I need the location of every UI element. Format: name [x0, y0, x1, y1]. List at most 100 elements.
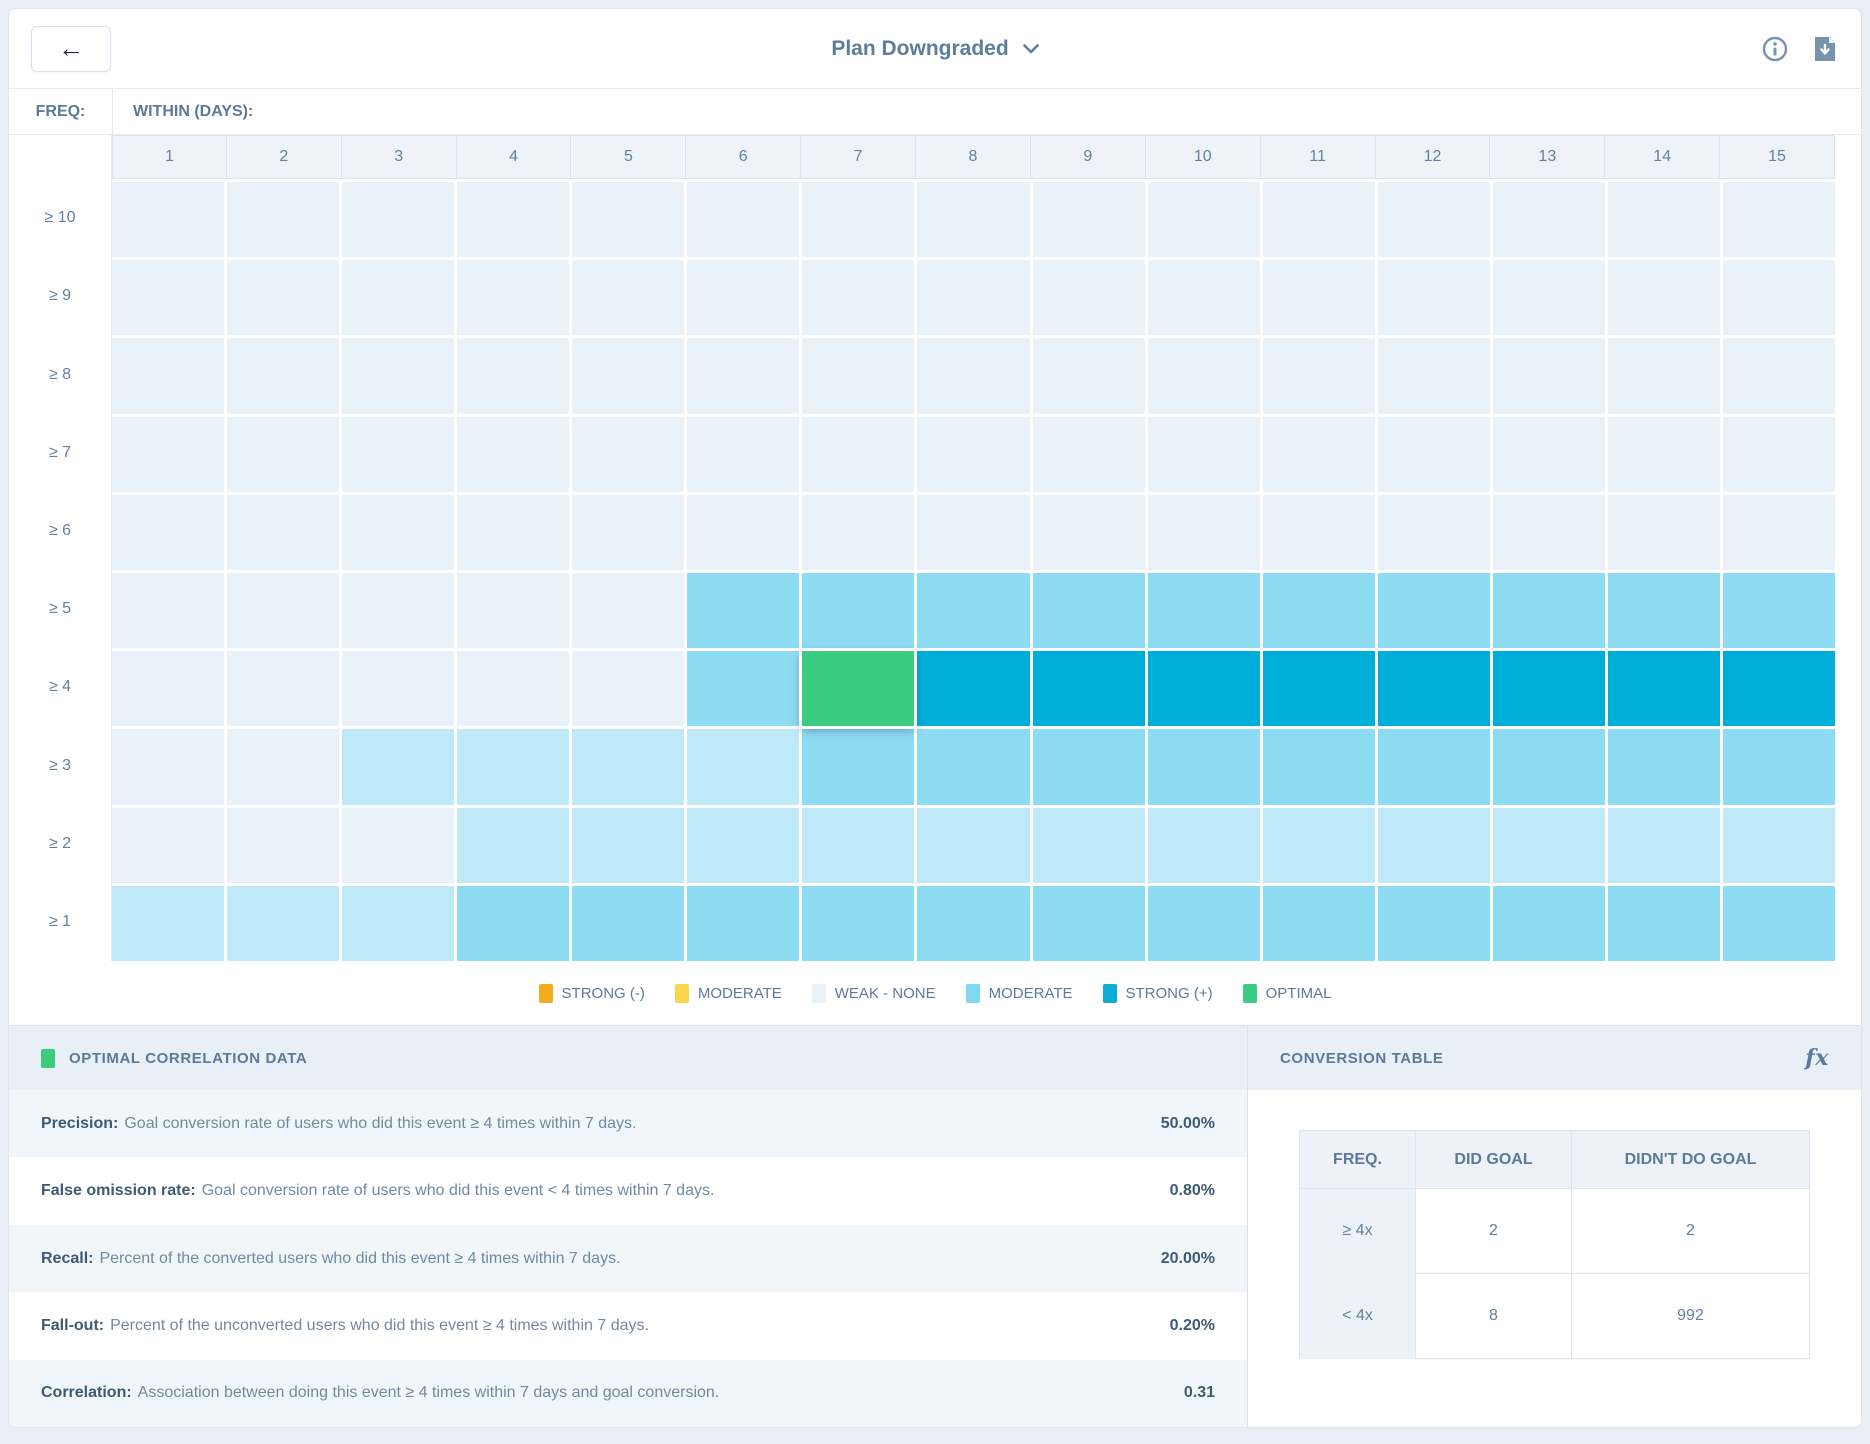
heatmap-cell[interactable] [1492, 807, 1605, 883]
heatmap-cell[interactable] [227, 494, 340, 570]
heatmap-cell[interactable] [227, 260, 340, 336]
heatmap-cell[interactable] [802, 572, 915, 649]
heatmap-cell[interactable] [1377, 494, 1490, 570]
heatmap-cell[interactable] [1377, 651, 1490, 727]
heatmap-cell[interactable] [1032, 729, 1145, 805]
heatmap-cell[interactable] [1262, 651, 1375, 727]
heatmap-cell[interactable] [1607, 182, 1720, 258]
heatmap-cell[interactable] [687, 260, 800, 336]
heatmap-cell[interactable] [227, 729, 340, 805]
heatmap-cell[interactable] [457, 416, 570, 492]
heatmap-cell[interactable] [1147, 729, 1260, 805]
heatmap-cell[interactable] [572, 729, 685, 805]
heatmap-cell[interactable] [1607, 572, 1720, 649]
heatmap-cell[interactable] [1147, 416, 1260, 492]
heatmap-cell[interactable] [112, 338, 225, 414]
heatmap-cell[interactable] [1147, 260, 1260, 336]
heatmap-cell[interactable] [1262, 416, 1375, 492]
heatmap-cell[interactable] [687, 651, 800, 727]
heatmap-cell[interactable] [457, 885, 570, 961]
heatmap-cell[interactable] [1722, 260, 1835, 336]
heatmap-cell[interactable] [1262, 338, 1375, 414]
heatmap-cell[interactable] [342, 572, 455, 649]
heatmap-cell[interactable] [1607, 494, 1720, 570]
heatmap-cell[interactable] [1147, 338, 1260, 414]
heatmap-cell[interactable] [917, 885, 1030, 961]
heatmap-cell[interactable] [1607, 338, 1720, 414]
heatmap-cell[interactable] [572, 416, 685, 492]
heatmap-cell[interactable] [1722, 885, 1835, 961]
heatmap-cell[interactable] [802, 885, 915, 961]
heatmap-cell[interactable] [457, 338, 570, 414]
heatmap-cell[interactable] [112, 182, 225, 258]
heatmap-cell[interactable] [687, 494, 800, 570]
heatmap-cell[interactable] [342, 885, 455, 961]
heatmap-cell[interactable] [457, 182, 570, 258]
heatmap-cell[interactable] [1492, 729, 1605, 805]
heatmap-cell[interactable] [917, 572, 1030, 649]
event-title-dropdown[interactable]: Plan Downgraded [831, 37, 1039, 61]
heatmap-cell[interactable] [802, 182, 915, 258]
heatmap-cell[interactable] [802, 338, 915, 414]
heatmap-cell[interactable] [802, 729, 915, 805]
heatmap-cell[interactable] [342, 807, 455, 883]
heatmap-cell[interactable] [572, 338, 685, 414]
heatmap-cell[interactable] [1262, 572, 1375, 649]
heatmap-cell[interactable] [1377, 182, 1490, 258]
heatmap-cell[interactable] [1032, 572, 1145, 649]
heatmap-cell[interactable] [342, 651, 455, 727]
heatmap-cell[interactable] [1607, 807, 1720, 883]
heatmap-cell[interactable] [1032, 807, 1145, 883]
heatmap-cell[interactable] [227, 338, 340, 414]
heatmap-cell[interactable] [1492, 416, 1605, 492]
heatmap-cell[interactable] [687, 807, 800, 883]
heatmap-cell[interactable] [112, 729, 225, 805]
heatmap-cell[interactable] [1377, 338, 1490, 414]
heatmap-cell[interactable] [1607, 729, 1720, 805]
heatmap-cell[interactable] [342, 182, 455, 258]
heatmap-cell[interactable] [342, 729, 455, 805]
heatmap-cell[interactable] [342, 260, 455, 336]
heatmap-cell[interactable] [1032, 885, 1145, 961]
heatmap-cell[interactable] [802, 260, 915, 336]
heatmap-cell[interactable] [1722, 416, 1835, 492]
heatmap-cell[interactable] [342, 338, 455, 414]
heatmap-cell[interactable] [572, 885, 685, 961]
heatmap-cell[interactable] [112, 807, 225, 883]
heatmap-cell[interactable] [802, 416, 915, 492]
heatmap-cell[interactable] [1377, 260, 1490, 336]
heatmap-cell[interactable] [342, 494, 455, 570]
heatmap-cell[interactable] [1377, 416, 1490, 492]
heatmap-cell[interactable] [1377, 807, 1490, 883]
heatmap-cell[interactable] [1032, 260, 1145, 336]
heatmap-cell[interactable] [1607, 260, 1720, 336]
heatmap-cell[interactable] [572, 572, 685, 649]
heatmap-cell[interactable] [457, 807, 570, 883]
heatmap-cell[interactable] [1262, 885, 1375, 961]
heatmap-cell[interactable] [572, 494, 685, 570]
heatmap-cell[interactable] [917, 494, 1030, 570]
heatmap-cell[interactable] [112, 494, 225, 570]
heatmap-cell[interactable] [457, 572, 570, 649]
heatmap-cell[interactable] [687, 885, 800, 961]
heatmap-cell[interactable] [1722, 572, 1835, 649]
back-button[interactable]: ← [31, 25, 111, 72]
heatmap-cell[interactable] [687, 182, 800, 258]
heatmap-cell[interactable] [1032, 182, 1145, 258]
heatmap-cell[interactable] [572, 807, 685, 883]
heatmap-cell[interactable] [457, 494, 570, 570]
heatmap-cell[interactable] [1722, 729, 1835, 805]
heatmap-cell[interactable] [227, 182, 340, 258]
heatmap-cell[interactable] [1262, 494, 1375, 570]
heatmap-cell[interactable] [1492, 885, 1605, 961]
heatmap-cell[interactable] [1147, 572, 1260, 649]
heatmap-cell[interactable] [1492, 260, 1605, 336]
heatmap-cell[interactable] [917, 651, 1030, 727]
heatmap-cell[interactable] [1147, 651, 1260, 727]
heatmap-cell[interactable] [112, 260, 225, 336]
heatmap-cell[interactable] [572, 260, 685, 336]
heatmap-cell[interactable] [227, 807, 340, 883]
heatmap-cell[interactable] [687, 416, 800, 492]
heatmap-cell[interactable] [687, 338, 800, 414]
heatmap-cell[interactable] [1032, 416, 1145, 492]
